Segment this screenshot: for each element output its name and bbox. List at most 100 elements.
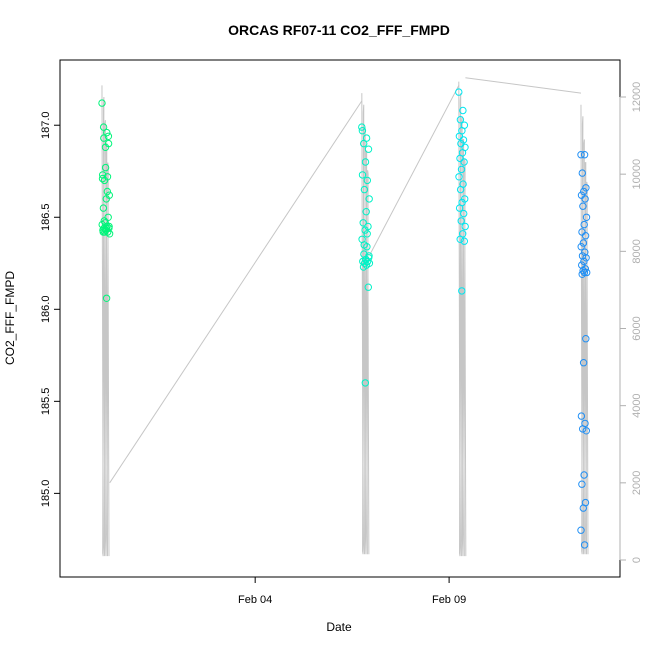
data-point	[581, 265, 589, 273]
data-point	[457, 165, 466, 174]
data-point	[358, 127, 367, 135]
data-point	[456, 154, 464, 163]
data-point	[581, 248, 589, 256]
data-point	[365, 195, 373, 203]
data-point	[582, 184, 590, 192]
data-point	[361, 379, 369, 387]
data-point	[579, 239, 588, 247]
x-tick-label: Feb 09	[432, 594, 466, 606]
data-point	[455, 173, 463, 181]
data-point	[460, 237, 468, 245]
data-point	[579, 359, 588, 367]
data-point	[580, 257, 588, 266]
data-point	[98, 99, 106, 107]
data-point	[104, 132, 113, 141]
data-point	[104, 228, 112, 236]
y2-tick-label: 12000	[631, 82, 643, 113]
altitude-layer	[101, 77, 589, 557]
altitude-profile	[458, 81, 467, 557]
data-point	[455, 88, 463, 96]
data-point	[580, 151, 589, 159]
data-point	[362, 134, 371, 142]
y2-tick-label: 8000	[631, 239, 643, 263]
y2-tick-label: 4000	[631, 393, 643, 417]
y-tick-label: 186.0	[40, 296, 52, 324]
data-point	[360, 185, 369, 194]
data-point	[582, 213, 591, 222]
y-tick-label: 187.0	[40, 111, 52, 139]
data-point	[364, 145, 373, 153]
data-point	[359, 219, 367, 227]
data-point	[100, 134, 108, 142]
data-point	[100, 176, 109, 185]
data-point	[102, 195, 111, 203]
data-point	[579, 504, 587, 512]
data-point	[458, 287, 466, 295]
data-point	[99, 228, 107, 236]
data-point	[578, 480, 586, 488]
y-tick-label: 186.5	[40, 203, 52, 231]
data-point	[103, 187, 112, 196]
altitude-profile	[101, 85, 110, 557]
y2-tick-label: 0	[631, 557, 643, 563]
y-tick-label: 185.5	[40, 388, 52, 416]
data-point	[455, 204, 464, 212]
data-point	[579, 266, 587, 275]
data-point	[457, 139, 465, 148]
plot-box	[59, 59, 621, 578]
altitude-transit-line	[369, 85, 460, 256]
data-point	[101, 163, 110, 172]
data-point	[456, 235, 464, 244]
data-point	[582, 254, 590, 262]
data-point	[362, 208, 370, 216]
data-point	[577, 526, 585, 534]
data-point	[583, 268, 591, 277]
data-point	[578, 169, 586, 177]
data-point	[101, 143, 110, 152]
data-point	[455, 132, 464, 141]
data-point	[102, 294, 111, 302]
data-point	[363, 230, 371, 238]
data-point	[460, 158, 468, 166]
y-axis-label: CO2_FFF_FMPD	[3, 271, 17, 365]
y2-tick-label: 6000	[631, 316, 643, 340]
data-point	[578, 270, 586, 278]
data-point	[579, 202, 587, 210]
data-point	[580, 220, 588, 229]
y2-tick-label: 2000	[631, 471, 643, 495]
data-point	[360, 241, 368, 249]
data-point	[578, 252, 587, 260]
data-point	[581, 195, 589, 203]
data-point	[98, 174, 107, 183]
y-tick-label: 185.0	[40, 480, 52, 508]
data-point	[363, 176, 371, 185]
data-point	[460, 209, 468, 218]
x-tick-label: Feb 04	[238, 594, 272, 606]
data-point	[580, 471, 588, 479]
data-point	[580, 187, 588, 196]
data-point	[360, 139, 368, 148]
data-point	[459, 106, 467, 115]
points-layer	[98, 88, 591, 549]
data-point	[581, 232, 590, 240]
data-point	[362, 255, 370, 264]
data-point	[456, 185, 465, 194]
left-axis: 185.0 185.5 186.0 186.5 187.0	[40, 111, 61, 508]
data-point	[360, 259, 369, 267]
data-point	[457, 217, 465, 225]
data-point	[461, 222, 469, 231]
altitude-transit-line	[465, 77, 582, 94]
data-point	[459, 136, 468, 144]
data-point	[359, 263, 368, 271]
data-point	[579, 425, 587, 433]
data-point	[99, 123, 108, 131]
data-point	[361, 158, 370, 166]
data-point	[456, 116, 465, 124]
data-point	[358, 171, 367, 179]
data-point	[103, 128, 111, 137]
data-point	[98, 220, 106, 229]
y2-tick-label: 10000	[631, 159, 643, 190]
bottom-axis: Feb 04 Feb 09	[238, 577, 466, 606]
data-point	[577, 412, 586, 420]
